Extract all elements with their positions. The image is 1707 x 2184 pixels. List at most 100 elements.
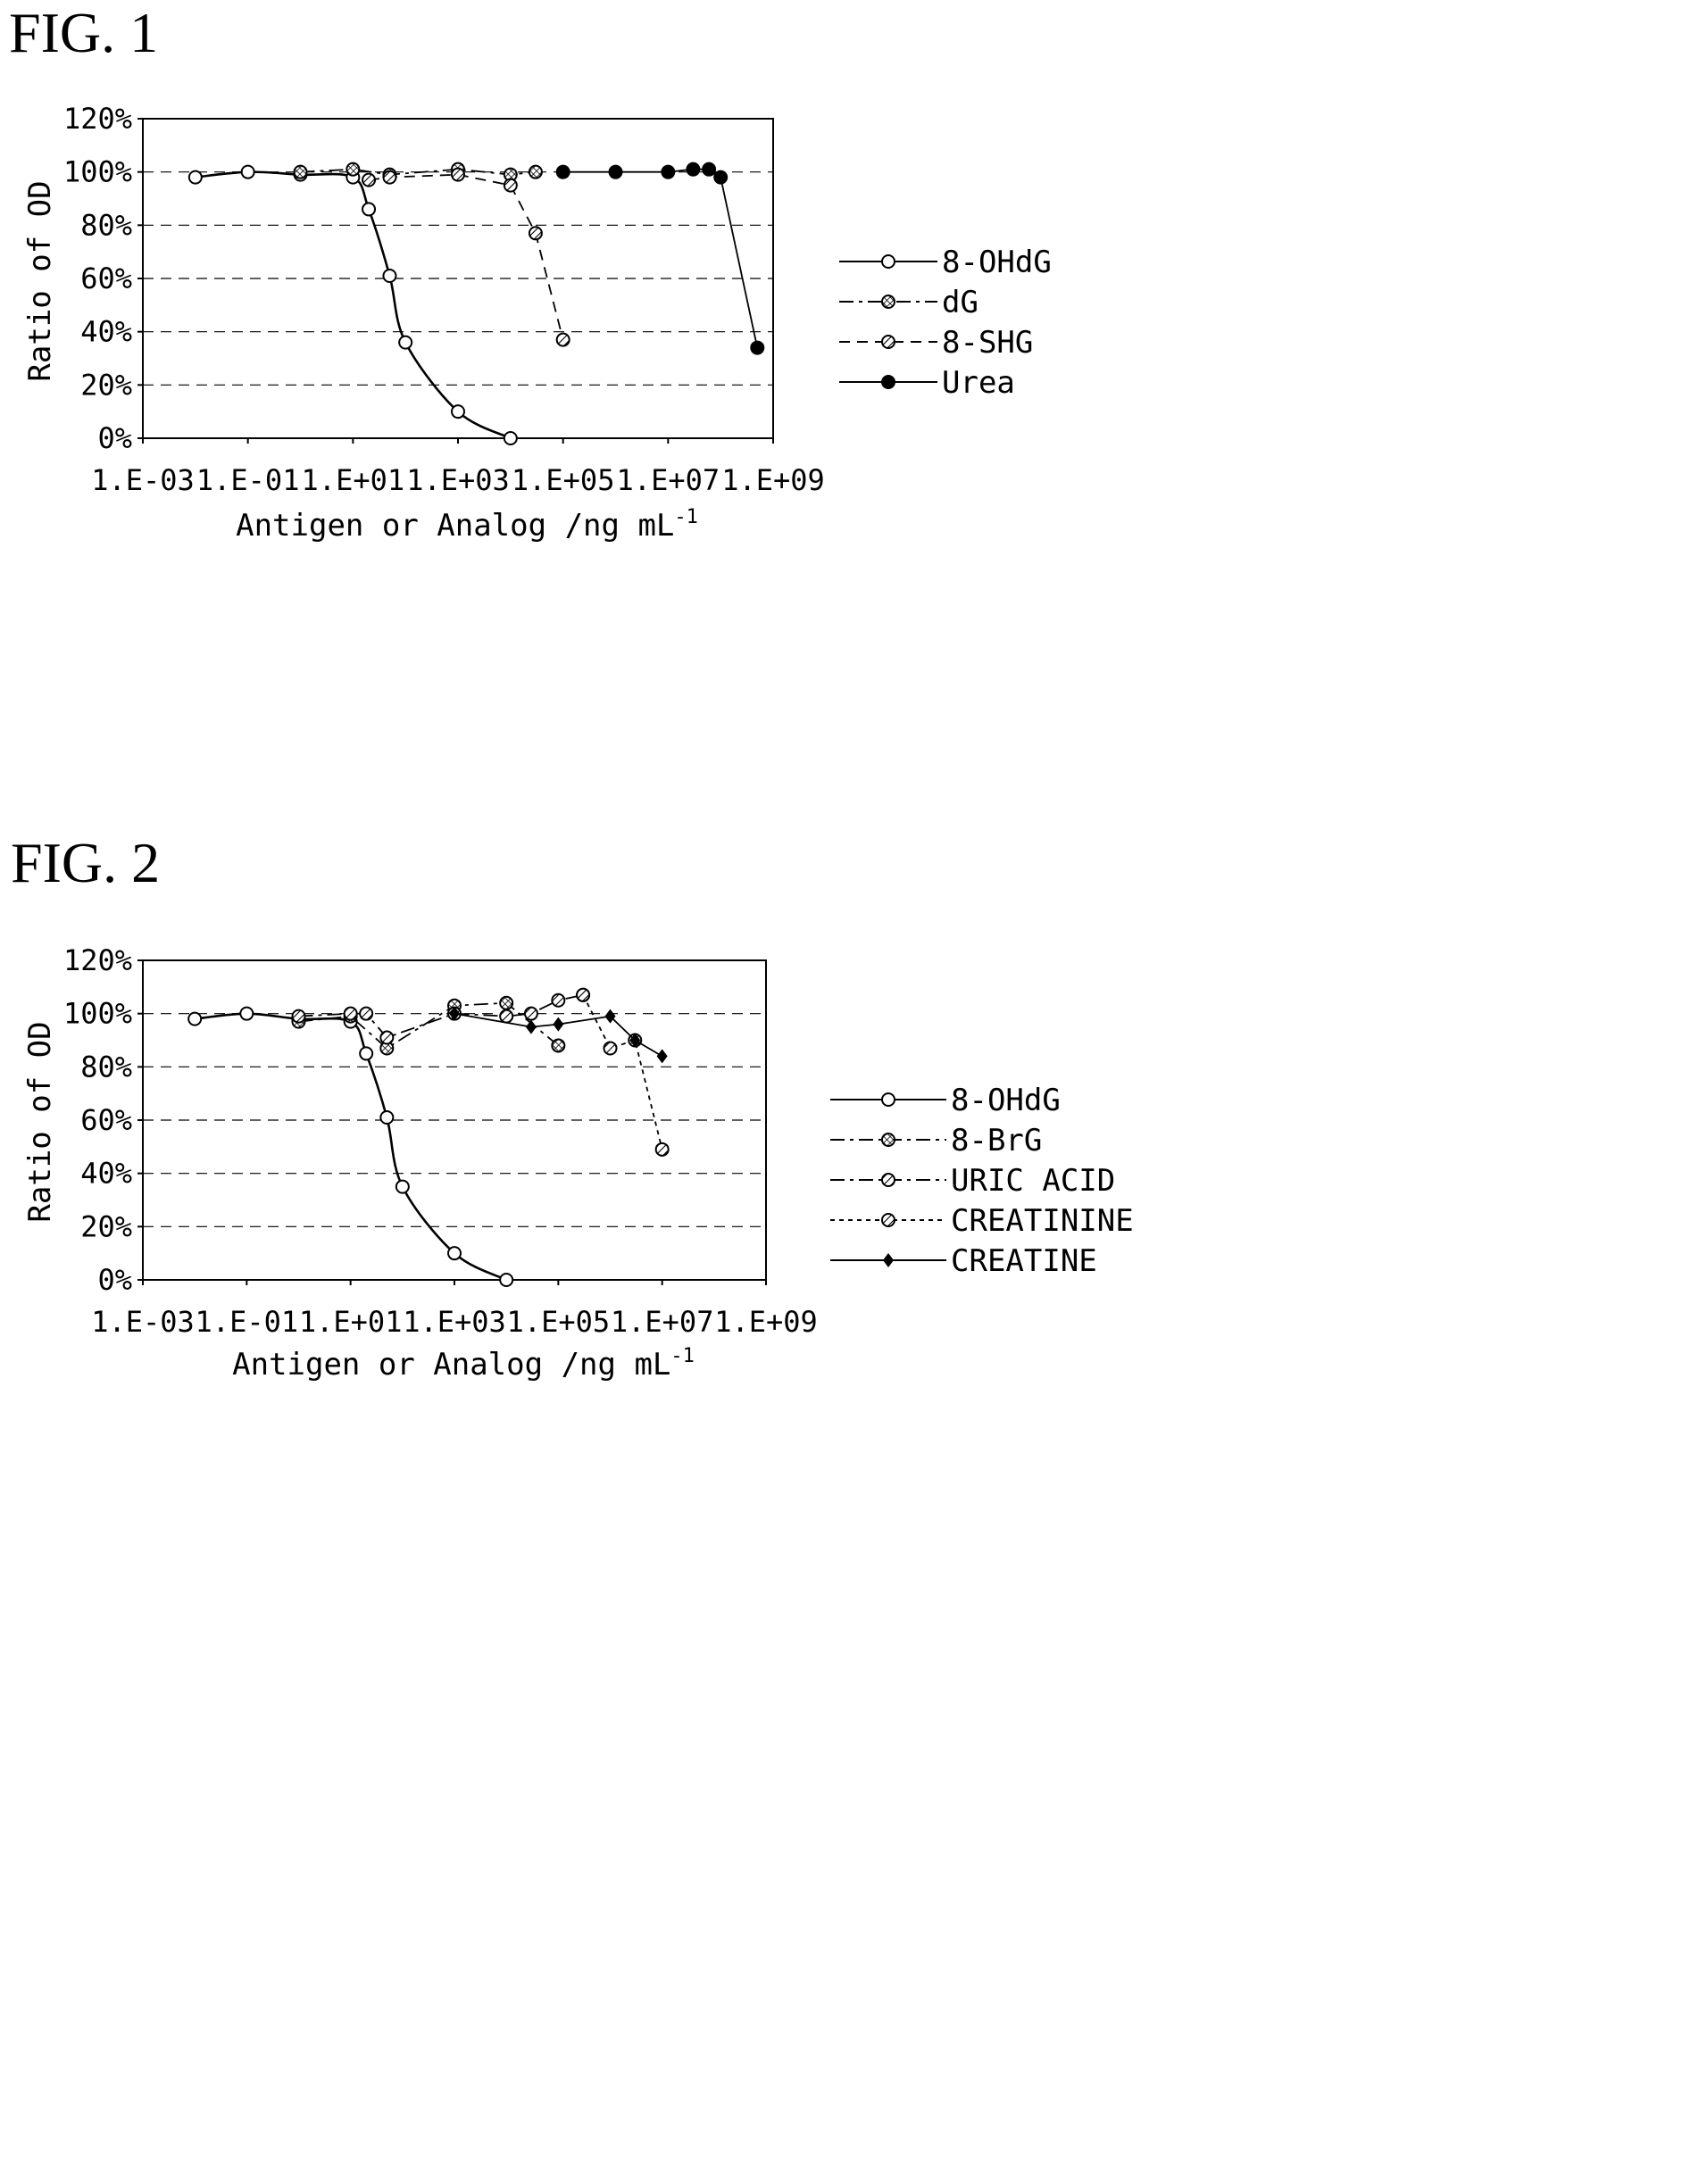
- x-tick-label: 1.E+07: [611, 1305, 714, 1339]
- y-tick-label: 60%: [80, 262, 132, 295]
- data-point-8-ohdg: [359, 1046, 374, 1061]
- y-tick-label: 80%: [80, 1050, 132, 1084]
- data-point-8-brg: [551, 1038, 566, 1053]
- legend-marker-8-brg: [881, 1133, 895, 1147]
- data-point-8-ohdg: [395, 1179, 410, 1194]
- series-8-ohdg: [187, 1006, 514, 1287]
- data-point-dg: [346, 162, 361, 177]
- y-tick-label: 120%: [63, 102, 132, 136]
- y-tick-label: 120%: [63, 943, 132, 977]
- data-point-8-ohdg: [239, 1006, 254, 1021]
- series-8-ohdg: [187, 164, 518, 445]
- y-tick-label: 100%: [63, 155, 132, 189]
- data-point-urea: [555, 164, 570, 179]
- y-tick-label: 60%: [80, 1103, 132, 1137]
- series-creatine: [449, 1006, 668, 1064]
- y-tick-label: 0%: [97, 421, 132, 455]
- data-point-urea: [686, 162, 701, 177]
- data-point-urea: [661, 164, 676, 179]
- data-point-8-shg: [555, 332, 570, 347]
- x-tick-label: 1.E+05: [507, 1305, 611, 1339]
- data-point-8-ohdg: [447, 1246, 462, 1261]
- legend-marker-urea: [881, 375, 895, 389]
- data-point-8-shg: [451, 167, 465, 182]
- legend-marker-dg: [881, 295, 895, 309]
- legend-item-dg: dG: [839, 285, 978, 320]
- series-urea: [555, 162, 765, 355]
- legend-label-8-ohdg: 8-OHdG: [951, 1083, 1061, 1118]
- y-tick-label: 20%: [80, 368, 132, 402]
- data-point-creatine: [449, 1006, 460, 1021]
- x-tick-label: 1.E+03: [406, 463, 510, 497]
- data-point-8-ohdg: [451, 404, 465, 419]
- data-point-8-ohdg: [379, 1110, 395, 1125]
- data-point-uric-acid: [499, 1009, 514, 1024]
- series-8-shg: [362, 167, 570, 347]
- x-tick-label: 1.E+09: [721, 463, 825, 497]
- legend-item-8-brg: 8-BrG: [830, 1123, 1042, 1158]
- data-point-dg: [528, 164, 543, 179]
- data-point-8-ohdg: [499, 1273, 514, 1287]
- figure-2-label: FIG. 2: [11, 831, 161, 894]
- x-tick-label: 1.E+05: [512, 463, 615, 497]
- x-tick-label: 1.E+07: [617, 463, 720, 497]
- legend-label-urea: Urea: [942, 365, 1015, 401]
- data-point-creatine: [656, 1049, 668, 1064]
- legend-marker-8-shg: [881, 335, 895, 349]
- data-point-8-ohdg: [187, 1011, 203, 1026]
- x-tick-label: 1.E-01: [196, 463, 300, 497]
- x-axis-label: Antigen or Analog /ng mL-1: [236, 506, 698, 544]
- legend-marker-8-ohdg: [881, 254, 895, 269]
- series-line-8-ohdg: [195, 170, 512, 440]
- data-point-8-ohdg: [240, 164, 255, 179]
- data-point-urea: [702, 162, 717, 177]
- x-tick-label: 1.E-01: [196, 1305, 299, 1339]
- x-tick-label: 1.E-03: [91, 1305, 195, 1339]
- data-point-uric-acid: [291, 1009, 306, 1024]
- data-point-urea: [608, 164, 623, 179]
- legend-item-uric-acid: URIC ACID: [830, 1163, 1115, 1199]
- legend-item-8-ohdg: 8-OHdG: [830, 1083, 1061, 1118]
- data-point-uric-acid: [523, 1006, 538, 1021]
- legend-item-urea: Urea: [839, 365, 1015, 401]
- y-axis-label: Ratio of OD: [22, 180, 58, 381]
- legend-item-8-shg: 8-SHG: [839, 325, 1033, 361]
- data-point-8-ohdg: [503, 431, 518, 445]
- legend-item-creatine: CREATINE: [830, 1243, 1097, 1279]
- data-point-creatine: [525, 1019, 537, 1034]
- series-line-uric-acid: [298, 993, 584, 1039]
- x-axis-label: Antigen or Analog /ng mL-1: [232, 1345, 695, 1383]
- series-line-8-ohdg: [195, 1012, 507, 1282]
- legend-label-8-brg: 8-BrG: [951, 1123, 1042, 1158]
- x-tick-label: 1.E-03: [91, 463, 195, 497]
- chart-1: 0% 20% 40% 60% 80% 100% 120% 1.E-03 1.E-01 1.E+01…: [22, 102, 1052, 544]
- legend-marker-8-ohdg: [881, 1092, 895, 1107]
- legend-marker-creatine: [883, 1253, 894, 1267]
- legend-label-creatinine: CREATININE: [951, 1203, 1134, 1239]
- series-line-creatine: [454, 1012, 663, 1058]
- y-tick-label: 40%: [80, 315, 132, 349]
- series-line-creatinine: [582, 994, 663, 1150]
- data-point-uric-acid: [551, 992, 566, 1008]
- legend-marker-creatinine: [881, 1213, 895, 1227]
- legend-label-dg: dG: [942, 285, 978, 320]
- data-point-8-shg: [382, 170, 397, 185]
- data-point-uric-acid: [343, 1006, 358, 1021]
- y-tick-label: 20%: [80, 1209, 132, 1243]
- data-point-creatine: [604, 1009, 616, 1024]
- data-point-creatinine: [603, 1041, 618, 1056]
- data-point-creatine: [553, 1017, 564, 1032]
- y-tick-label: 80%: [80, 208, 132, 242]
- x-tick-label: 1.E+01: [299, 1305, 403, 1339]
- series-line-urea: [562, 168, 759, 348]
- data-point-dg: [293, 164, 308, 179]
- data-point-8-ohdg: [382, 269, 397, 284]
- legend-item-8-ohdg: 8-OHdG: [839, 245, 1052, 280]
- series-uric-acid: [291, 987, 591, 1045]
- data-point-urea: [750, 340, 765, 355]
- legend-marker-uric-acid: [881, 1173, 895, 1187]
- y-tick-label: 100%: [63, 997, 132, 1031]
- figure-1-label: FIG. 1: [9, 1, 159, 64]
- data-point-8-shg: [503, 178, 518, 193]
- legend-label-uric-acid: URIC ACID: [951, 1163, 1115, 1199]
